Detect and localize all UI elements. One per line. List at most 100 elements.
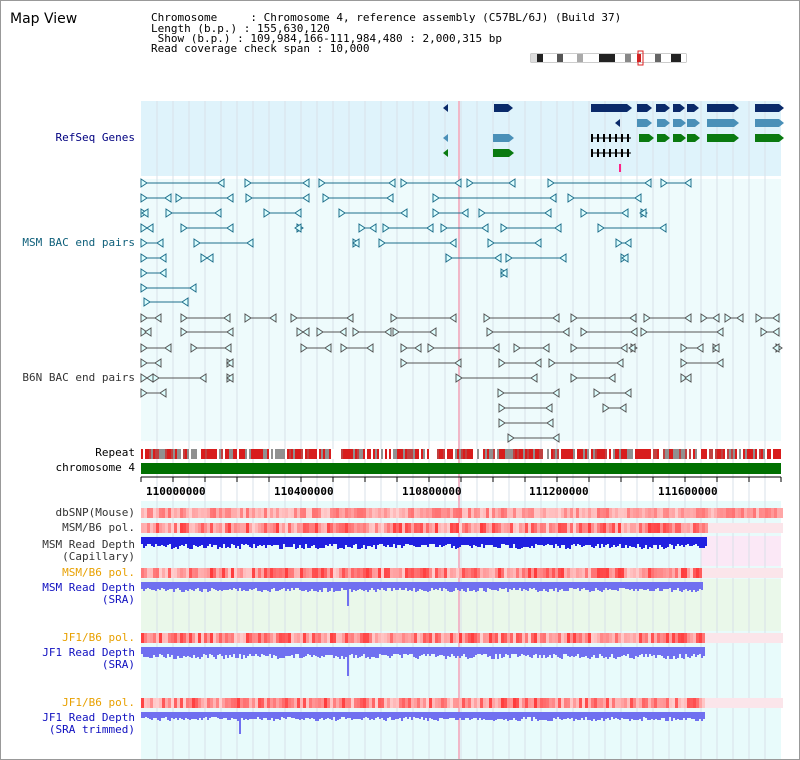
ideogram-band bbox=[537, 54, 543, 62]
heat-cell bbox=[474, 523, 477, 533]
heat-cell bbox=[156, 568, 159, 578]
depth-bar bbox=[595, 537, 597, 546]
repeat-block bbox=[711, 449, 713, 459]
msm-bac-track[interactable] bbox=[140, 178, 692, 307]
depth-bar bbox=[491, 537, 493, 545]
refseq-genes-label[interactable]: RefSeq Genes bbox=[55, 131, 135, 144]
heat-cell bbox=[150, 568, 153, 578]
heat-cell bbox=[144, 633, 147, 643]
depth-bar bbox=[509, 712, 511, 720]
depth-bar bbox=[703, 647, 705, 656]
depth-bar bbox=[227, 712, 229, 720]
depth-bar bbox=[263, 712, 265, 718]
jf1-b6-pol-2-label[interactable]: JF1/B6 pol. bbox=[62, 696, 135, 709]
heat-cell bbox=[237, 508, 240, 518]
repeat-block bbox=[363, 449, 365, 459]
gene-feature bbox=[639, 134, 649, 142]
depth-bar bbox=[611, 582, 613, 590]
depth-bar bbox=[379, 647, 381, 654]
heat-cell bbox=[177, 523, 180, 533]
gene-arrow bbox=[665, 134, 670, 142]
depth-bar bbox=[543, 582, 545, 589]
repeat-block bbox=[613, 449, 615, 459]
heat-cell bbox=[393, 698, 396, 708]
repeat-block bbox=[315, 449, 317, 459]
msm-b6-pol-2-label[interactable]: MSM/B6 pol. bbox=[62, 566, 135, 579]
refseq-genes-track[interactable] bbox=[443, 104, 784, 172]
depth-bar bbox=[657, 712, 659, 720]
heat-cell bbox=[576, 633, 579, 643]
jf1-b6-pol-label[interactable]: JF1/B6 pol. bbox=[62, 631, 135, 644]
depth-bar bbox=[509, 582, 511, 589]
polymorphism-tracks[interactable] bbox=[141, 508, 783, 708]
msm-b6-pol-label[interactable]: MSM/B6 pol. bbox=[62, 521, 135, 534]
depth-bar bbox=[477, 712, 479, 720]
depth-bar bbox=[241, 647, 243, 659]
depth-bar bbox=[617, 647, 619, 657]
jf1-read-depth-trimmed-label[interactable]: JF1 Read Depth bbox=[42, 711, 135, 724]
heat-cell bbox=[279, 698, 282, 708]
heat-cell bbox=[597, 698, 600, 708]
gene-feature bbox=[673, 134, 681, 142]
heat-cell bbox=[567, 523, 570, 533]
heat-cell bbox=[339, 523, 342, 533]
heat-cell bbox=[342, 523, 345, 533]
heat-cell bbox=[756, 523, 759, 533]
heat-cell bbox=[609, 568, 612, 578]
repeat-track[interactable] bbox=[141, 449, 781, 459]
depth-bar bbox=[643, 712, 645, 717]
depth-bar bbox=[551, 647, 553, 658]
heat-cell bbox=[402, 698, 405, 708]
depth-bar bbox=[479, 712, 481, 718]
read-depth-tracks[interactable] bbox=[141, 537, 707, 734]
b6n-bac-label[interactable]: B6N BAC end pairs bbox=[22, 371, 135, 384]
depth-bar bbox=[367, 537, 369, 546]
depth-bar bbox=[361, 537, 363, 548]
depth-bar bbox=[335, 647, 337, 656]
depth-bar bbox=[597, 582, 599, 590]
depth-bar bbox=[443, 647, 445, 656]
repeat-block bbox=[515, 449, 517, 459]
heat-cell bbox=[165, 568, 168, 578]
heat-cell bbox=[489, 633, 492, 643]
chromosome-label[interactable]: chromosome 4 bbox=[55, 461, 135, 474]
jf1-read-depth-sra-label[interactable]: JF1 Read Depth bbox=[42, 646, 135, 659]
depth-bar bbox=[203, 537, 205, 548]
heat-cell bbox=[765, 698, 768, 708]
heat-cell bbox=[252, 698, 255, 708]
heat-cell bbox=[147, 633, 150, 643]
chromosome-ideogram[interactable] bbox=[530, 50, 687, 66]
depth-bar bbox=[271, 647, 273, 658]
heat-cell bbox=[183, 568, 186, 578]
depth-bar bbox=[561, 582, 563, 589]
heat-cell bbox=[777, 523, 780, 533]
bac-end-arrow bbox=[570, 343, 578, 353]
heat-cell bbox=[360, 568, 363, 578]
bac-end-arrow bbox=[175, 193, 183, 203]
heat-cell bbox=[216, 698, 219, 708]
heat-cell bbox=[483, 523, 486, 533]
heat-cell bbox=[570, 508, 573, 518]
msm-read-depth-sra-label[interactable]: MSM Read Depth bbox=[42, 581, 135, 594]
repeat-block bbox=[351, 449, 353, 459]
b6n-bac-track[interactable] bbox=[140, 313, 783, 443]
chromosome-bar[interactable] bbox=[141, 463, 781, 474]
heat-cell bbox=[741, 568, 744, 578]
heat-cell bbox=[369, 508, 372, 518]
depth-bar bbox=[397, 537, 399, 545]
repeat-block bbox=[299, 449, 301, 459]
repeat-block bbox=[179, 449, 181, 459]
depth-bar bbox=[243, 647, 245, 655]
repeat-block bbox=[695, 449, 697, 459]
depth-bar bbox=[529, 537, 531, 548]
msm-read-depth-capillary-label[interactable]: MSM Read Depth bbox=[42, 538, 135, 551]
bac-end-arrow bbox=[660, 178, 668, 188]
depth-bar bbox=[499, 582, 501, 588]
depth-bar bbox=[503, 712, 505, 720]
repeat-block bbox=[677, 449, 679, 459]
heat-cell bbox=[276, 508, 279, 518]
msm-bac-label[interactable]: MSM BAC end pairs bbox=[22, 236, 135, 249]
repeat-label[interactable]: Repeat bbox=[95, 446, 135, 459]
dbsnp-label[interactable]: dbSNP(Mouse) bbox=[55, 506, 135, 519]
